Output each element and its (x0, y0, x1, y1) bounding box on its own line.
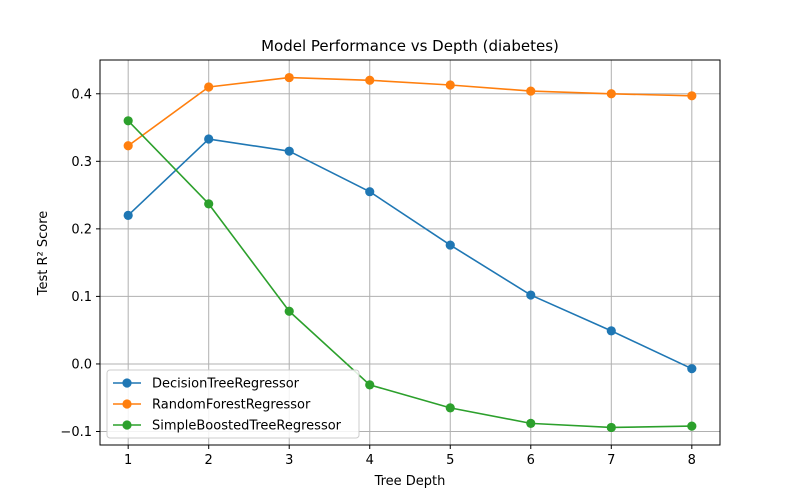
legend-swatch-marker (122, 399, 132, 409)
legend-swatch-marker (122, 420, 132, 430)
data-point (526, 290, 536, 300)
data-point (204, 199, 214, 209)
x-axis-label: Tree Depth (374, 474, 446, 489)
legend-item: DecisionTreeRegressor (113, 377, 300, 392)
x-tick-label: 1 (124, 453, 132, 468)
y-tick-label: 0.0 (71, 357, 92, 372)
series-0 (123, 134, 697, 374)
data-point (204, 82, 214, 92)
series-line (127, 138, 693, 370)
data-point (204, 134, 214, 144)
data-point (123, 210, 133, 220)
legend-item: SimpleBoostedTreeRegressor (113, 419, 342, 434)
x-tick-label: 5 (446, 453, 454, 468)
legend-item: RandomForestRegressor (113, 398, 311, 413)
y-tick-label: −0.1 (60, 425, 92, 440)
x-tick-label: 6 (527, 453, 535, 468)
y-tick-label: 0.1 (71, 290, 92, 305)
y-tick-label: 0.4 (71, 87, 92, 102)
x-tick-label: 4 (366, 453, 374, 468)
x-tick-label: 3 (285, 453, 293, 468)
data-point (687, 421, 697, 431)
data-point (445, 240, 455, 250)
axis-ticks: 1 2 3 4 5 6 7 8 −0.1 0.0 0.1 0.2 0.3 0.4 (60, 87, 696, 468)
chart-title: Model Performance vs Depth (diabetes) (261, 37, 559, 55)
data-point (123, 141, 133, 151)
x-tick-label: 8 (688, 453, 696, 468)
data-point (606, 422, 616, 433)
y-axis-label: Test R² Score (36, 211, 51, 297)
legend-label: RandomForestRegressor (152, 398, 311, 413)
y-tick-label: 0.3 (71, 155, 92, 170)
data-point (445, 403, 455, 413)
data-point (365, 380, 375, 390)
data-point (123, 116, 133, 126)
series-line (127, 76, 692, 147)
legend-label: DecisionTreeRegressor (152, 377, 300, 392)
y-tick-label: 0.2 (71, 222, 92, 237)
data-point (687, 91, 697, 101)
x-tick-label: 2 (205, 453, 213, 468)
legend-label: SimpleBoostedTreeRegressor (152, 419, 342, 434)
series-line (127, 120, 692, 429)
data-point (606, 89, 616, 99)
data-point (445, 80, 455, 90)
data-point (526, 86, 536, 96)
series-1 (123, 72, 697, 151)
series-layer (123, 72, 697, 433)
data-point (526, 418, 536, 428)
data-point (365, 187, 375, 197)
series-2 (123, 116, 697, 433)
data-point (284, 72, 294, 83)
data-point (365, 75, 375, 85)
plot-frame (99, 59, 721, 446)
data-point (606, 326, 616, 336)
legend-box (106, 369, 360, 439)
legend: DecisionTreeRegressor RandomForestRegress… (106, 369, 360, 439)
data-point (284, 306, 294, 316)
x-tick-label: 7 (607, 453, 615, 468)
data-point (284, 146, 294, 156)
data-point (687, 364, 697, 374)
legend-swatch-marker (122, 378, 132, 388)
